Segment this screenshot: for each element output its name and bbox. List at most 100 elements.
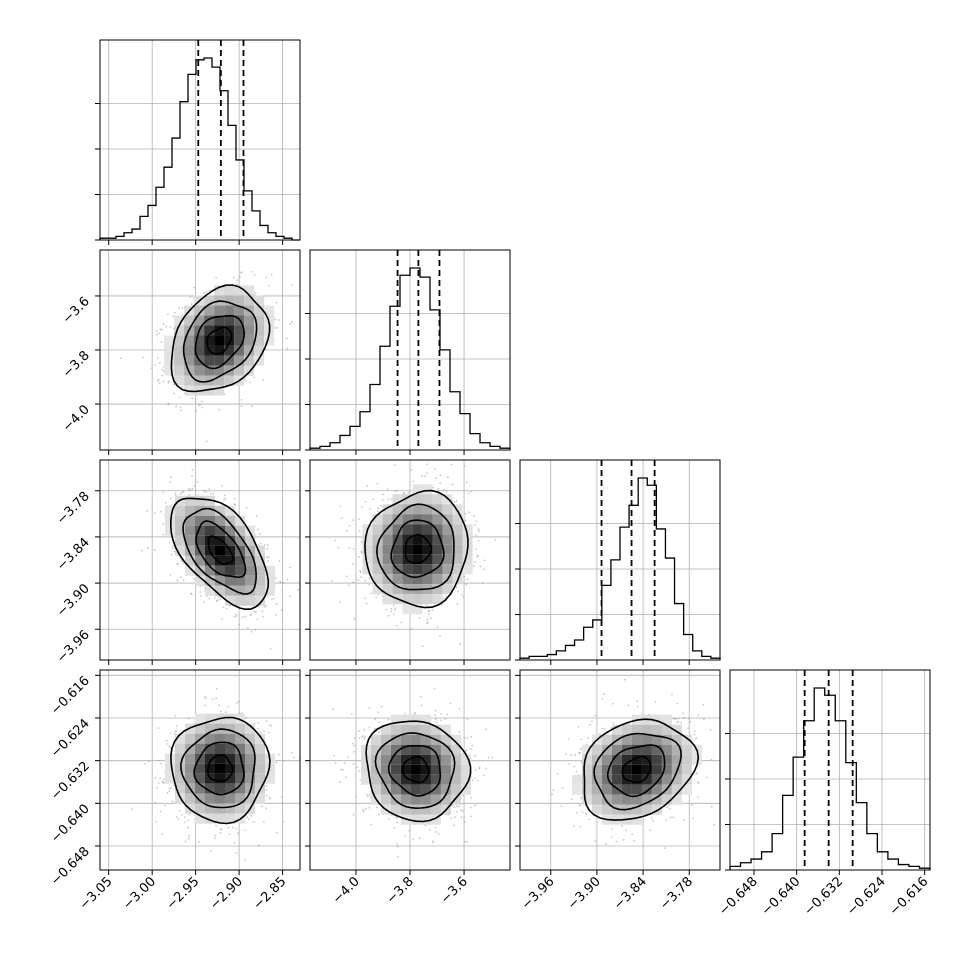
sample-point bbox=[332, 754, 335, 757]
sample-point bbox=[556, 772, 559, 775]
density-bin bbox=[671, 724, 682, 735]
sample-point bbox=[162, 533, 165, 536]
sample-point bbox=[602, 693, 605, 695]
sample-point bbox=[265, 604, 267, 607]
density-bin bbox=[380, 734, 391, 745]
sample-point bbox=[449, 702, 452, 705]
density-bin bbox=[681, 784, 692, 795]
density-bin bbox=[621, 724, 632, 735]
density-bin bbox=[402, 504, 413, 515]
density-bin bbox=[225, 783, 235, 794]
sample-point bbox=[191, 469, 194, 471]
density-bin bbox=[641, 764, 652, 775]
sample-point bbox=[610, 836, 613, 839]
density-bin bbox=[205, 783, 215, 794]
sample-point bbox=[377, 711, 380, 714]
sample-point bbox=[235, 613, 237, 616]
sample-point bbox=[156, 333, 159, 336]
density-bin bbox=[382, 504, 393, 515]
sample-point bbox=[190, 592, 193, 595]
density-bin bbox=[400, 804, 411, 815]
sample-point bbox=[352, 519, 355, 522]
sample-point bbox=[236, 832, 239, 835]
sample-point bbox=[463, 465, 466, 468]
sample-point bbox=[227, 705, 230, 708]
sample-point bbox=[238, 623, 241, 626]
density-bin bbox=[392, 554, 403, 565]
sample-point bbox=[245, 506, 248, 509]
density-bin bbox=[591, 764, 602, 775]
sample-point bbox=[180, 409, 182, 412]
sample-point bbox=[356, 766, 358, 769]
density-bin bbox=[410, 754, 421, 765]
sample-point bbox=[464, 512, 467, 515]
sample-point bbox=[436, 626, 439, 629]
density-bin bbox=[390, 734, 401, 745]
density-bin bbox=[214, 345, 225, 356]
density-bin bbox=[631, 814, 642, 825]
density-bin bbox=[591, 794, 602, 805]
density-bin bbox=[255, 565, 265, 576]
histogram-panel-1 bbox=[95, 39, 301, 245]
sample-point bbox=[186, 826, 189, 829]
sample-point bbox=[172, 315, 175, 318]
x-tick-label: −3.6 bbox=[438, 874, 471, 907]
density-bin bbox=[195, 495, 205, 506]
sample-point bbox=[208, 289, 211, 292]
density-bin bbox=[235, 763, 245, 774]
sample-point bbox=[215, 825, 217, 827]
sample-point bbox=[220, 710, 222, 713]
sample-point bbox=[187, 819, 189, 822]
sample-point bbox=[275, 301, 278, 304]
density-bin bbox=[661, 794, 672, 805]
density-bin bbox=[641, 804, 652, 815]
density-bin bbox=[215, 535, 225, 546]
sample-point bbox=[431, 608, 434, 611]
sample-point bbox=[466, 718, 469, 721]
sample-point bbox=[483, 559, 486, 562]
density-bin bbox=[412, 604, 423, 615]
sample-point bbox=[472, 565, 475, 567]
density-bin bbox=[430, 744, 441, 755]
sample-point bbox=[150, 367, 153, 370]
density-bin bbox=[450, 774, 461, 785]
sample-point bbox=[710, 758, 713, 761]
density-bin bbox=[412, 564, 423, 575]
sample-point bbox=[353, 617, 356, 620]
sample-point bbox=[435, 831, 437, 833]
density-bin bbox=[245, 585, 255, 596]
density-bin bbox=[195, 813, 205, 824]
sample-point bbox=[266, 560, 269, 563]
density-bin bbox=[195, 723, 205, 734]
sample-point bbox=[276, 327, 279, 329]
density-bin bbox=[174, 355, 185, 366]
sample-point bbox=[178, 809, 181, 812]
density-bin bbox=[195, 575, 205, 586]
sample-point bbox=[393, 607, 396, 610]
sample-point bbox=[377, 813, 380, 816]
sample-point bbox=[579, 804, 582, 807]
sample-point bbox=[397, 855, 400, 858]
density-bin bbox=[430, 724, 441, 735]
sample-point bbox=[257, 722, 259, 724]
density-bin bbox=[225, 773, 235, 784]
sample-point bbox=[358, 530, 361, 533]
sample-point bbox=[363, 597, 366, 600]
sample-point bbox=[476, 555, 479, 558]
density-bin bbox=[214, 325, 225, 336]
sample-point bbox=[474, 777, 476, 780]
density-bin bbox=[641, 784, 652, 795]
density-bin bbox=[382, 534, 393, 545]
sample-point bbox=[475, 520, 478, 523]
density-bin bbox=[244, 365, 255, 376]
sample-point bbox=[270, 273, 273, 276]
density-bin bbox=[601, 784, 612, 795]
sample-point bbox=[235, 827, 238, 830]
x-tick-label: −3.78 bbox=[657, 874, 696, 913]
sample-point bbox=[460, 816, 463, 819]
density-bin bbox=[382, 594, 393, 605]
sample-point bbox=[210, 850, 213, 853]
density-bin bbox=[611, 764, 622, 775]
sample-point bbox=[402, 492, 405, 495]
density-bin bbox=[255, 575, 265, 586]
